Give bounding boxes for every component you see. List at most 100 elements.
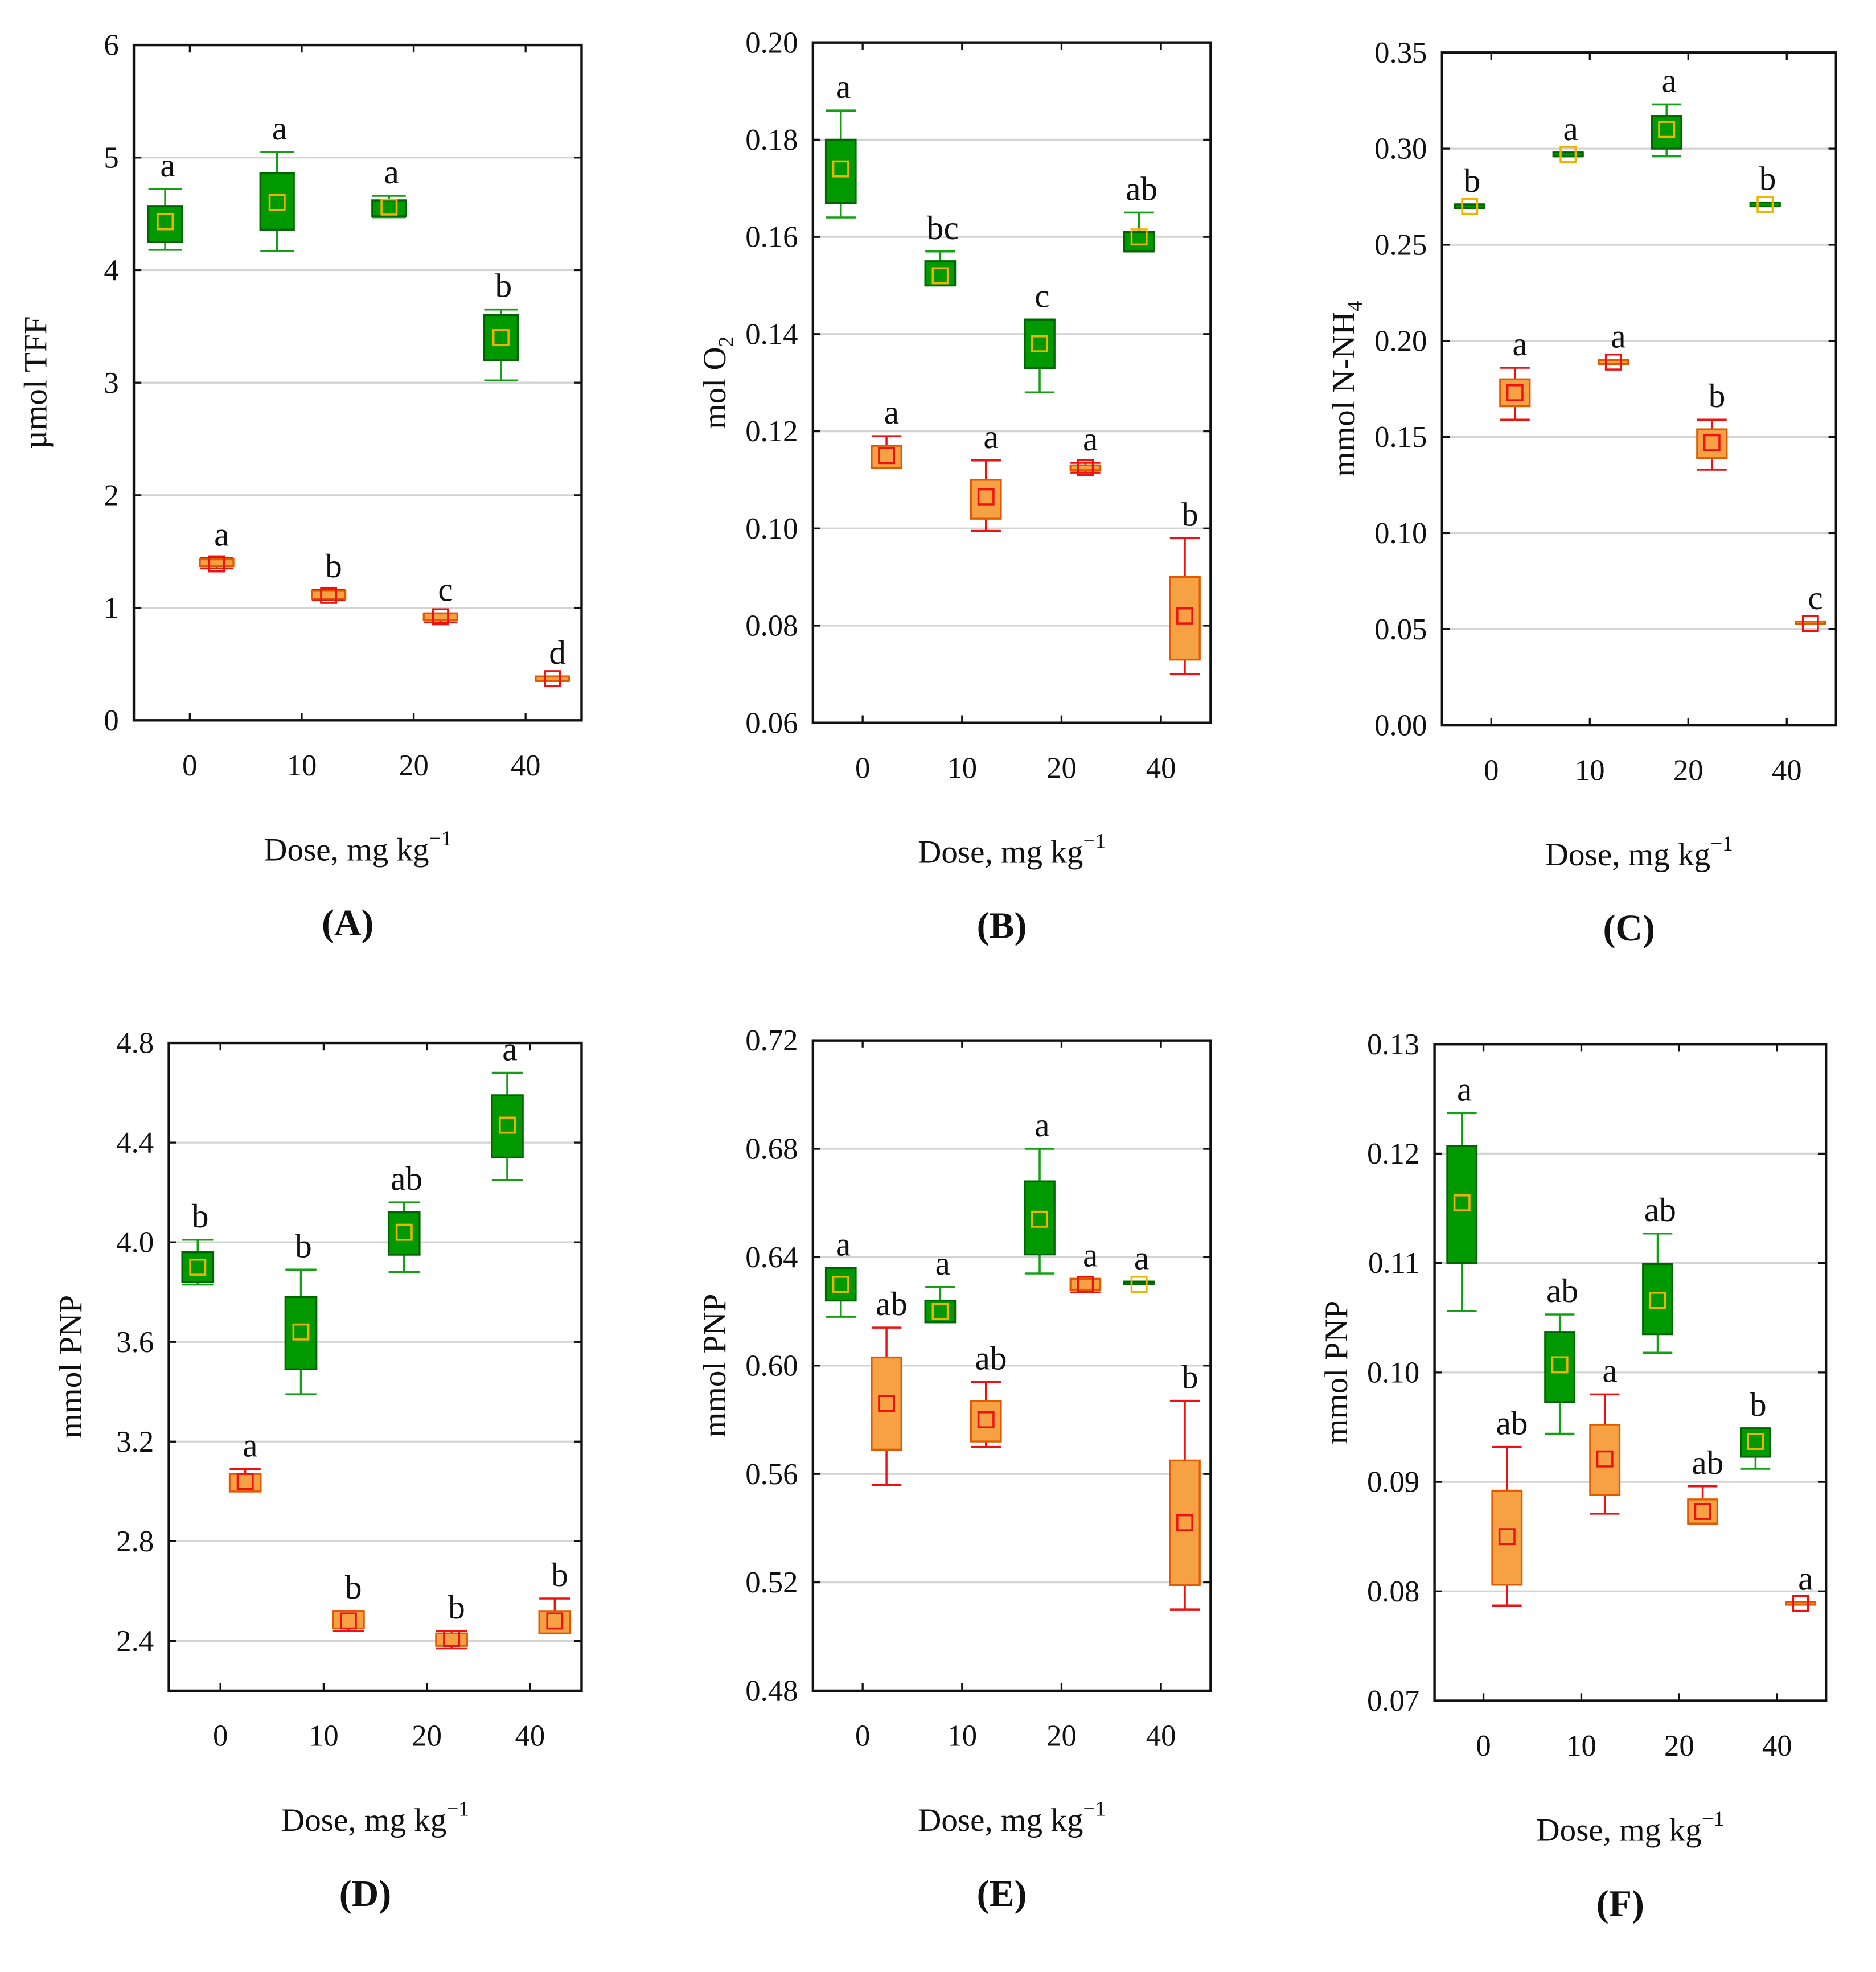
y-tick-label: 0.08 (745, 610, 798, 643)
box (970, 479, 1002, 520)
green-box-10: a (259, 109, 295, 252)
mean-marker (1130, 228, 1148, 246)
x-axis-label-text: Dose, mg kg (918, 1802, 1083, 1838)
green-box-0: a (824, 68, 857, 219)
x-axis-label-text: Dose, mg kg (264, 832, 429, 868)
box (199, 558, 235, 568)
y-tick-label: 0.14 (745, 318, 798, 351)
mean-marker (878, 1395, 896, 1412)
y-axis-label-subscript: 2 (715, 336, 738, 347)
box (435, 1632, 468, 1647)
mean-marker (832, 1276, 849, 1293)
green-box-0: a (824, 1225, 857, 1318)
mean-marker (832, 160, 849, 178)
box (387, 1211, 421, 1256)
box (1454, 203, 1485, 209)
mean-marker (268, 194, 286, 211)
x-axis-label-text: Dose, mg kg (1536, 1813, 1701, 1848)
red-box-10: a (970, 418, 1002, 532)
significance-letter: a (1134, 1239, 1149, 1276)
mean-marker (1453, 1194, 1471, 1211)
box (1696, 428, 1728, 459)
y-tick-label: 0.15 (1374, 421, 1427, 454)
mean-marker (1694, 1503, 1711, 1520)
red-box-10: a (1589, 1351, 1621, 1515)
significance-letter: a (1563, 110, 1578, 147)
mean-marker (1551, 1356, 1569, 1374)
y-axis-label: mmol N-NH4 (1326, 301, 1367, 476)
red-box-10: ab (970, 1339, 1007, 1448)
x-tick-label: 40 (1146, 1720, 1176, 1753)
chart-panel-e: 0.480.520.560.600.640.680.720 10 20 40aaaaa… (697, 1024, 1212, 1915)
y-tick-label: 0.06 (745, 706, 798, 740)
mean-marker (1176, 1514, 1193, 1531)
green-box-0: a (1446, 1070, 1478, 1312)
significance-letter: a (1661, 61, 1676, 99)
box (1123, 231, 1155, 253)
mean-marker (1604, 353, 1622, 371)
y-tick-label: 0.12 (745, 415, 798, 448)
red-box-20: a (1069, 1236, 1102, 1294)
significance-letter: b (345, 1568, 362, 1606)
green-box-0: b (181, 1197, 215, 1286)
y-tick-label: 2 (104, 479, 118, 512)
significance-letter: c (438, 571, 453, 609)
x-tick-label: 0 (213, 1720, 228, 1753)
y-tick-label: 0.64 (745, 1241, 798, 1274)
y-tick-label: 0.00 (1374, 709, 1427, 742)
y-tick-label: 0.20 (745, 26, 798, 59)
plot-frame (811, 1039, 1212, 1692)
mean-marker (443, 1630, 461, 1647)
x-axis-label: Dose, mg kg−1 (918, 1798, 1106, 1838)
x-tick-label: 40 (511, 749, 541, 782)
significance-letter: b (448, 1588, 465, 1626)
y-tick-label: 4.0 (116, 1226, 154, 1259)
y-tick-label: 0.25 (1374, 228, 1427, 261)
box (483, 314, 519, 361)
y-tick-label: 2.8 (116, 1525, 154, 1558)
x-axis-label: Dose, mg kg−1 (281, 1798, 469, 1838)
y-tick-label: 0.72 (745, 1024, 798, 1057)
y-tick-label: 0.20 (1374, 324, 1427, 358)
green-box-20: c (1024, 277, 1056, 394)
box (1024, 1180, 1056, 1256)
box (491, 1094, 524, 1159)
x-axis-label: Dose, mg kg−1 (1536, 1807, 1724, 1848)
chart-panel-c: 0.00 0.05 0.10 0.15 0.20 0.25 0.30 0.35 0 10 20 40 b… (1326, 36, 1837, 949)
red-box-0: a (1499, 325, 1531, 421)
x-axis-label-superscript: −1 (446, 1798, 469, 1821)
x-tick-label: 20 (1664, 1729, 1694, 1763)
panel-label: (F) (1596, 1883, 1644, 1924)
box (1024, 318, 1056, 369)
mean-marker (380, 198, 398, 216)
green-box-20: a (371, 153, 407, 219)
red-box-10: b (311, 547, 347, 604)
chart-panel-d: 2.42.83.23.64.04.44.80 10 20 40bbabaabbbmmo… (53, 1027, 583, 1915)
box (1491, 1489, 1523, 1586)
x-tick-label: 40 (515, 1720, 545, 1753)
y-tick-label: 0.60 (745, 1349, 798, 1382)
significance-letter: ab (975, 1339, 1007, 1377)
y-tick-label: 0.11 (1368, 1247, 1419, 1280)
y-tick-label: 5 (104, 141, 118, 174)
chart-panel-f: 0.070.080.090.100.110.120.130 10 20 40aabab… (1319, 1028, 1828, 1924)
panel-label: (E) (977, 1873, 1027, 1915)
significance-letter: ab (876, 1285, 908, 1322)
box (871, 1356, 902, 1451)
box (824, 1267, 857, 1302)
mean-marker (1792, 1595, 1809, 1612)
green-box-40: a (1123, 1239, 1155, 1293)
y-tick-label: 0.08 (1367, 1575, 1419, 1608)
mean-marker (492, 329, 510, 347)
mean-marker (157, 213, 174, 231)
y-tick-label: 1 (104, 591, 118, 625)
x-axis-label-text: Dose, mg kg (1545, 837, 1710, 873)
y-axis-label-text: mmol N-NH (1326, 311, 1362, 476)
green-box-40: b (1749, 160, 1781, 213)
significance-letter: a (1512, 325, 1527, 363)
significance-letter: a (983, 418, 998, 455)
y-tick-label: 0.35 (1374, 36, 1427, 69)
mean-marker (1077, 459, 1094, 476)
significance-letter: a (884, 393, 899, 431)
box (1749, 201, 1781, 208)
